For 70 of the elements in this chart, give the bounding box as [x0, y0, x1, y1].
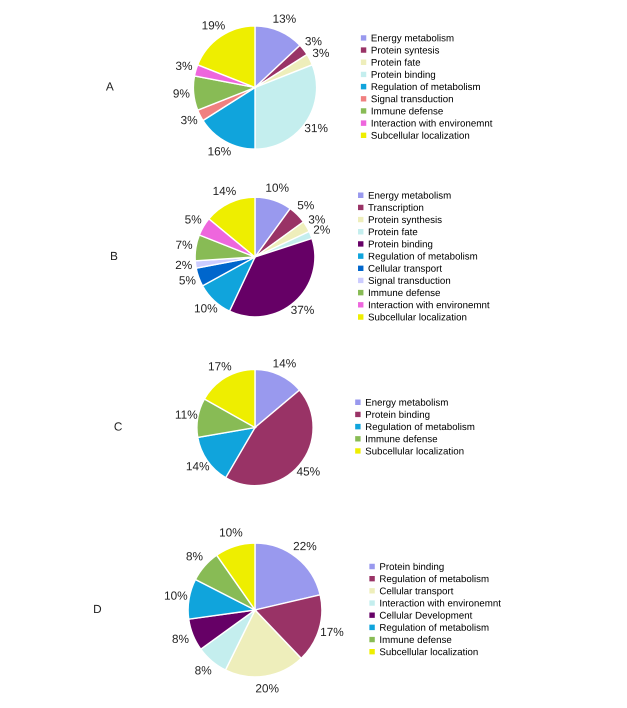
data-label: 10%: [266, 183, 289, 192]
legend-label: Protein binding: [380, 562, 444, 572]
data-label: 10%: [194, 304, 218, 313]
data-label: 3%: [305, 36, 322, 46]
data-label: 37%: [291, 306, 314, 314]
data-label: 14%: [273, 359, 296, 368]
data-label: 3%: [181, 116, 198, 124]
legend-label: Regulation of metabolism: [368, 252, 478, 262]
data-label: 5%: [185, 215, 202, 224]
legend-label: Subcellular localization: [366, 447, 464, 454]
legend-label: Protein binding: [372, 70, 436, 80]
data-label: 10%: [220, 528, 242, 537]
legend-label: Subcellular localization: [368, 313, 466, 320]
legend-label: Cellular transport: [368, 264, 442, 274]
data-label: 31%: [304, 124, 328, 132]
legend-label: Protein binding: [368, 240, 432, 250]
legend-label: Regulation of metabolism: [380, 624, 488, 633]
data-label: 8%: [172, 634, 189, 644]
legend-label: Energy metabolism: [366, 398, 448, 408]
data-label: 20%: [256, 684, 279, 693]
legend-label: Regulation of metabolism: [366, 422, 474, 432]
text: B: [111, 252, 118, 260]
data-label: 2%: [314, 225, 330, 234]
legend-label: Protein synthesis: [368, 216, 442, 226]
legend-label: Regulation of metabolism: [372, 82, 480, 92]
legend-label: Protein fate: [372, 58, 420, 66]
legend-label: Subcellular localization: [380, 648, 478, 656]
legend-label: Interaction with environemnt: [380, 599, 501, 607]
data-label: 45%: [296, 467, 320, 476]
legend-label: Energy metabolism: [372, 34, 454, 44]
legend-label: Transcription: [368, 204, 424, 213]
legend-label: Immune defense: [366, 435, 438, 442]
legend-label: Energy metabolism: [368, 192, 451, 201]
legend-label: Interaction with environemnt: [368, 301, 490, 308]
data-label: 8%: [186, 552, 203, 560]
data-label: 9%: [173, 89, 190, 98]
legend-label: Cellular transport: [380, 587, 454, 596]
data-label: 7%: [176, 240, 192, 249]
legend-label: Immune defense: [372, 107, 443, 114]
data-label: 3%: [176, 62, 192, 70]
data-label: 11%: [176, 410, 198, 419]
legend-label: Signal transduction: [371, 95, 453, 104]
data-label: 5%: [298, 201, 314, 210]
data-label: 3%: [312, 48, 329, 58]
data-label: 16%: [208, 147, 231, 156]
legend-label: Signal transduction: [368, 276, 450, 286]
data-label: 14%: [214, 186, 236, 196]
legend-label: Cellular Development: [380, 612, 472, 621]
data-label: 2%: [176, 260, 192, 270]
legend-label: Protein binding: [366, 410, 430, 420]
text: D: [94, 604, 102, 614]
data-label: 13%: [273, 14, 296, 23]
legend-label: Protein syntesis: [372, 46, 440, 56]
data-label: 14%: [186, 462, 210, 470]
legend-label: Protein fate: [368, 228, 418, 236]
data-label: 8%: [195, 666, 212, 674]
data-label: 19%: [202, 21, 225, 30]
legend-label: Immune defense: [368, 288, 440, 296]
data-label: 17%: [321, 628, 344, 636]
data-label: 3%: [308, 215, 325, 224]
legend-label: Subcellular localization: [371, 132, 470, 139]
data-label: 22%: [294, 542, 316, 550]
legend-label: Regulation of metabolism: [380, 575, 488, 584]
text: A: [106, 82, 114, 91]
legend-label: Immune defense: [380, 636, 452, 644]
data-label: 17%: [208, 362, 232, 370]
text: C: [114, 422, 122, 431]
legend-label: Interaction with environemnt: [372, 119, 492, 127]
data-label: 10%: [164, 591, 188, 600]
data-label: 5%: [179, 276, 196, 284]
